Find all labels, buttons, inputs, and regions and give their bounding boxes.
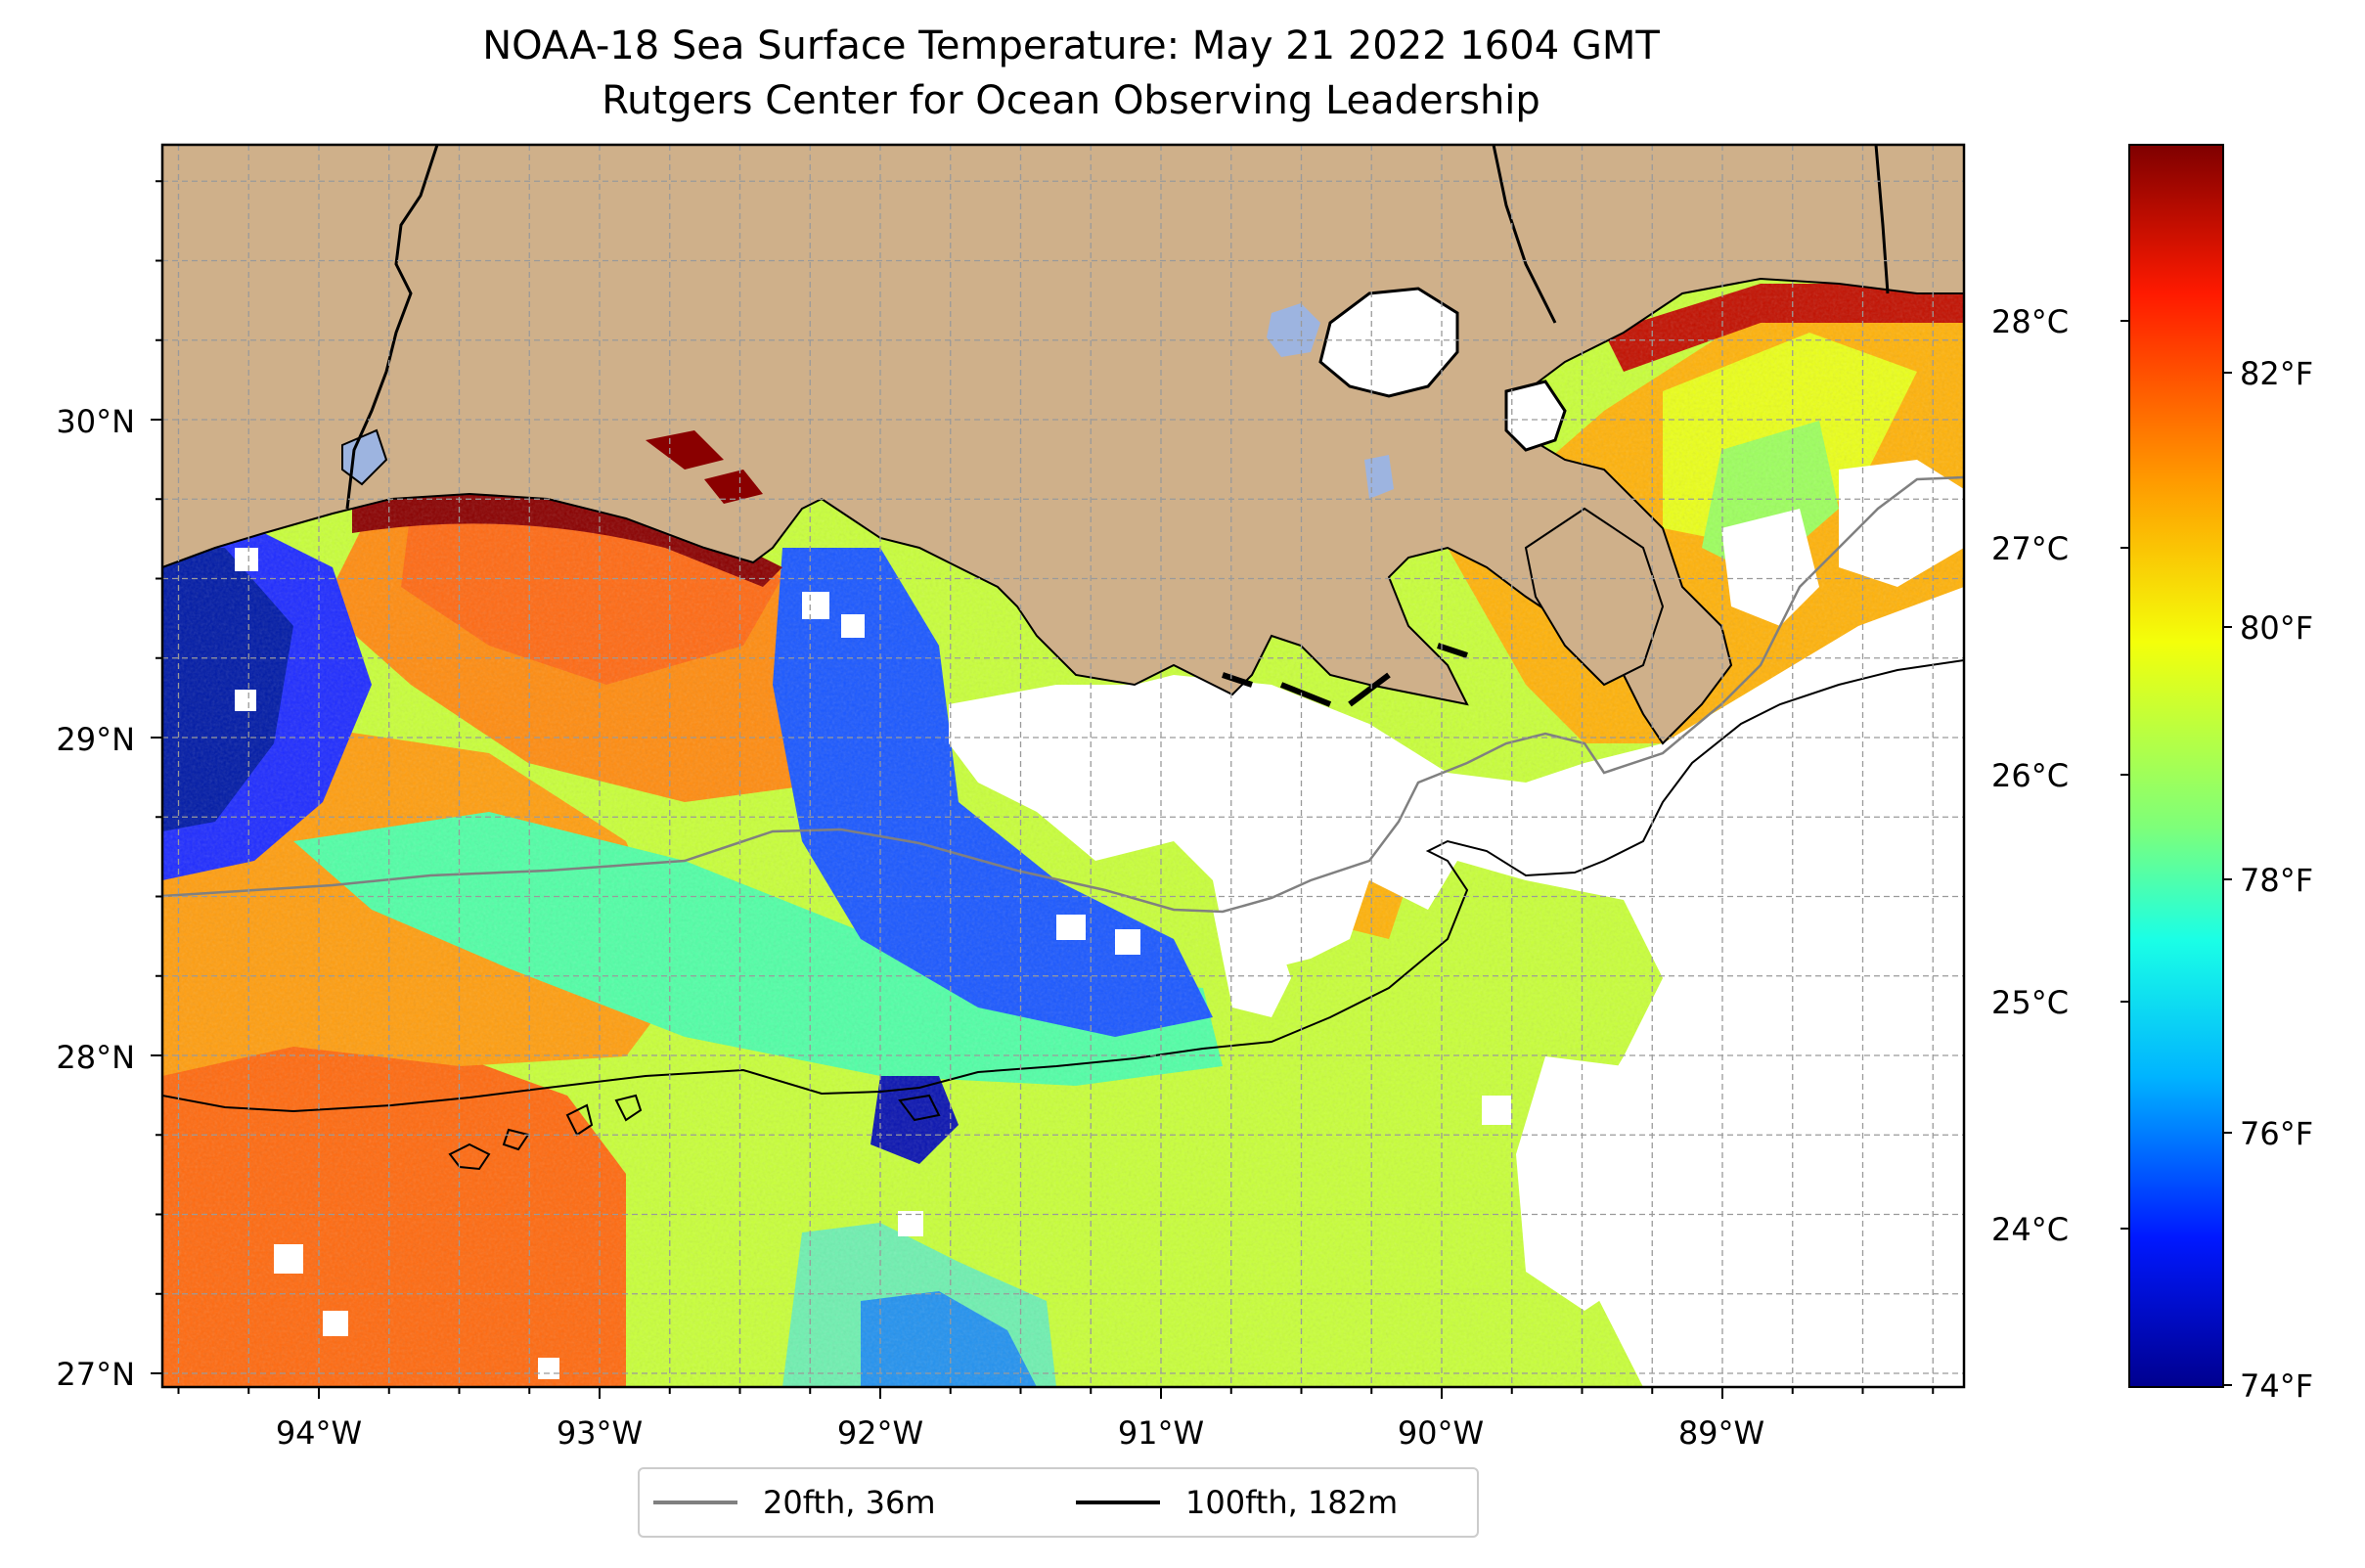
lon-label-92: 92°W bbox=[836, 1414, 924, 1452]
contour-100fth bbox=[162, 659, 1964, 1113]
lat-label-27: 27°N bbox=[56, 1356, 135, 1393]
legend-item-100fth: 100fth, 182m bbox=[1076, 1483, 1398, 1522]
river-sabine bbox=[345, 145, 439, 510]
colorbar-fahrenheit-80: 80°F bbox=[2240, 609, 2314, 647]
map-frame bbox=[160, 143, 1966, 1389]
gridlines bbox=[162, 145, 1964, 1387]
legend-label-100fth: 100fth, 182m bbox=[1185, 1484, 1399, 1521]
river-pearl bbox=[1492, 145, 1557, 324]
colorbar-celsius-24: 24°C bbox=[1991, 1211, 2070, 1248]
map-title: NOAA-18 Sea Surface Temperature: May 21 … bbox=[482, 23, 1660, 68]
colorbar bbox=[2128, 144, 2224, 1388]
lake-borgne bbox=[1504, 380, 1567, 452]
lake-pontchartrain bbox=[1318, 287, 1459, 398]
blue-lake bbox=[1267, 303, 1320, 357]
colorbar-celsius-26: 26°C bbox=[1991, 757, 2070, 794]
calcasieu-lake bbox=[341, 428, 388, 486]
legend: 20fth, 36m 100fth, 182m bbox=[638, 1467, 1479, 1538]
legend-line-gray bbox=[653, 1501, 737, 1504]
lon-label-94: 94°W bbox=[275, 1414, 363, 1452]
colorbar-fahrenheit-74: 74°F bbox=[2240, 1367, 2314, 1405]
state-line-ms-al bbox=[1874, 145, 1890, 294]
lon-label-89: 89°W bbox=[1677, 1414, 1765, 1452]
legend-item-20fth: 20fth, 36m bbox=[653, 1483, 935, 1522]
lat-label-29: 29°N bbox=[56, 721, 135, 758]
contour-100fth-islands bbox=[448, 1094, 941, 1171]
lon-label-90: 90°W bbox=[1397, 1414, 1485, 1452]
contour-20fth bbox=[162, 475, 1964, 914]
lon-label-91: 91°W bbox=[1117, 1414, 1205, 1452]
lat-label-30: 30°N bbox=[56, 403, 135, 440]
coast-islands bbox=[1222, 643, 1468, 707]
hot-coast-lakes bbox=[646, 430, 724, 470]
map-subtitle: Rutgers Center for Ocean Observing Leade… bbox=[602, 78, 1540, 123]
legend-label-20fth: 20fth, 36m bbox=[763, 1484, 936, 1521]
colorbar-celsius-28: 28°C bbox=[1991, 303, 2070, 340]
colorbar-celsius-27: 27°C bbox=[1991, 530, 2070, 567]
cloud-mask bbox=[235, 460, 1964, 1387]
delta-land bbox=[1524, 507, 1665, 687]
colorbar-fahrenheit-78: 78°F bbox=[2240, 862, 2314, 899]
lat-label-28: 28°N bbox=[56, 1039, 135, 1076]
colorbar-fahrenheit-82: 82°F bbox=[2240, 355, 2314, 392]
colorbar-celsius-25: 25°C bbox=[1991, 984, 2070, 1021]
legend-line-black bbox=[1076, 1501, 1160, 1504]
hot-coast-lakes-2 bbox=[704, 470, 763, 504]
colorbar-fahrenheit-76: 76°F bbox=[2240, 1115, 2314, 1152]
lon-label-93: 93°W bbox=[556, 1414, 644, 1452]
